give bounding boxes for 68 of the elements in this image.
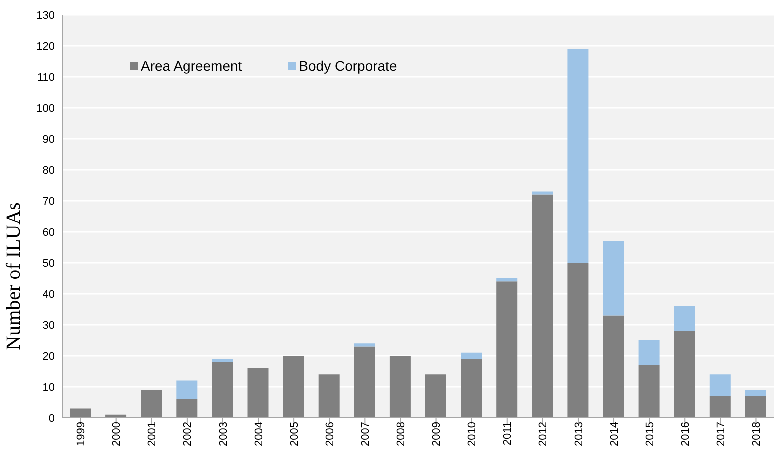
bar bbox=[354, 346, 376, 418]
y-tick-label: 110 bbox=[37, 72, 55, 84]
bar bbox=[461, 352, 482, 360]
legend-label: Body Corporate bbox=[299, 58, 398, 74]
bar bbox=[568, 263, 589, 418]
bar bbox=[603, 241, 624, 316]
x-tick-label: 2012 bbox=[538, 422, 550, 446]
x-tick-label: 2005 bbox=[288, 422, 301, 446]
y-tick-label: 130 bbox=[36, 10, 55, 22]
bar bbox=[141, 390, 162, 418]
bar bbox=[568, 49, 589, 263]
y-tick-label: 40 bbox=[42, 288, 55, 301]
bar bbox=[176, 380, 198, 400]
bar bbox=[248, 368, 269, 418]
bar bbox=[710, 396, 731, 418]
bar bbox=[745, 390, 766, 396]
bar bbox=[603, 316, 624, 418]
y-tick-label: 0 bbox=[48, 412, 55, 425]
bar bbox=[354, 344, 376, 347]
x-tick-label: 2000 bbox=[111, 422, 124, 446]
bar bbox=[638, 365, 660, 418]
y-tick-label: 30 bbox=[42, 320, 55, 332]
y-tick-label: 120 bbox=[36, 40, 55, 53]
bar bbox=[212, 362, 234, 418]
x-tick-label: 2009 bbox=[431, 422, 444, 446]
bar bbox=[461, 359, 482, 418]
x-tick-label: 2003 bbox=[218, 422, 230, 446]
x-tick-label: 2011 bbox=[502, 422, 514, 446]
x-tick-label: 2001 bbox=[146, 422, 159, 446]
bar bbox=[318, 374, 340, 418]
y-tick-label: 90 bbox=[42, 134, 55, 146]
bar bbox=[212, 359, 234, 362]
bar bbox=[638, 340, 660, 366]
bar bbox=[283, 356, 304, 418]
x-tick-label: 2002 bbox=[182, 422, 194, 446]
bar bbox=[426, 374, 446, 418]
y-tick-label: 10 bbox=[42, 382, 55, 394]
x-tick-label: 1999 bbox=[76, 422, 88, 446]
bar bbox=[532, 192, 554, 195]
bar bbox=[496, 282, 518, 418]
y-tick-label: 60 bbox=[42, 226, 55, 239]
y-tick-label: 80 bbox=[42, 164, 55, 177]
x-tick-label: 2006 bbox=[324, 422, 336, 446]
x-tick-label: 2016 bbox=[680, 422, 692, 446]
bar bbox=[176, 399, 198, 418]
x-tick-label: 2018 bbox=[751, 422, 764, 446]
x-tick-label: 2014 bbox=[608, 422, 621, 446]
bar bbox=[674, 306, 696, 332]
x-tick-label: 2017 bbox=[715, 422, 728, 446]
y-axis-title: Number of ILUAs bbox=[3, 202, 26, 350]
bar bbox=[496, 278, 518, 282]
x-tick-label: 2007 bbox=[360, 422, 372, 446]
bar bbox=[710, 374, 731, 396]
y-tick-label: 70 bbox=[42, 196, 55, 208]
bar bbox=[532, 194, 554, 418]
x-tick-label: 2008 bbox=[396, 422, 408, 446]
bar bbox=[745, 396, 766, 418]
bar bbox=[674, 331, 696, 418]
x-tick-label: 2013 bbox=[573, 422, 586, 446]
x-tick-label: 2010 bbox=[466, 422, 479, 446]
x-tick-label: 2004 bbox=[253, 422, 266, 446]
y-tick-label: 20 bbox=[42, 350, 55, 363]
y-tick-label: 50 bbox=[42, 258, 55, 270]
y-tick-label: 100 bbox=[36, 102, 55, 115]
bar bbox=[70, 408, 91, 418]
legend-label: Area Agreement bbox=[141, 58, 242, 74]
bar bbox=[390, 356, 411, 418]
x-tick-label: 2015 bbox=[644, 422, 656, 446]
